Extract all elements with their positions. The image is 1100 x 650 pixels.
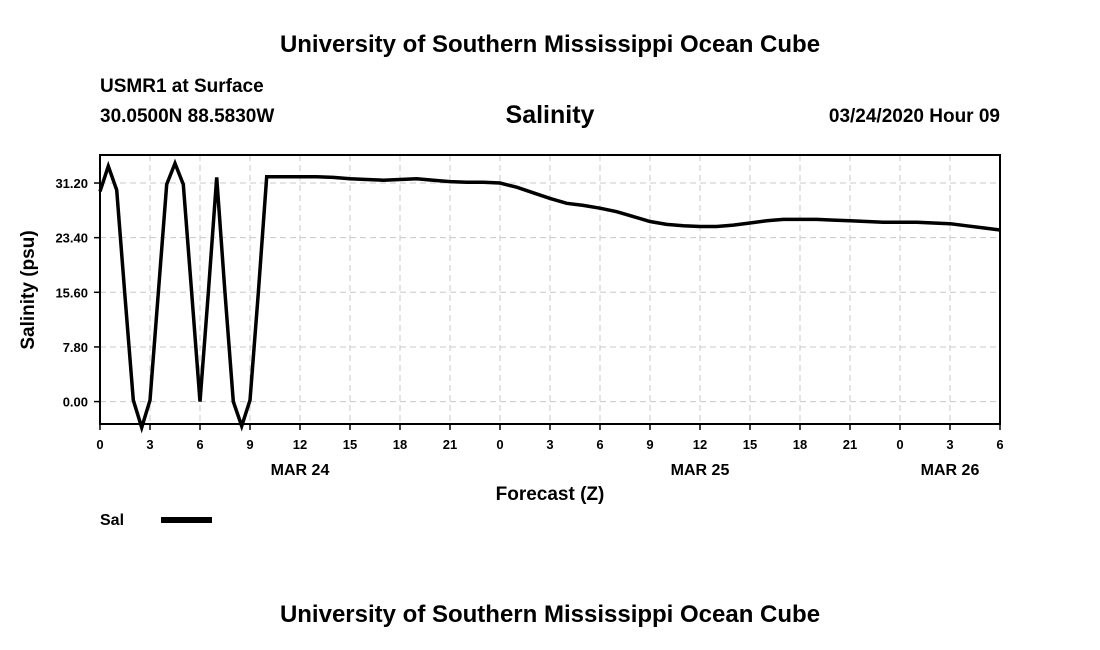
- forecast-datetime: 03/24/2020 Hour 09: [828, 106, 1000, 127]
- x-tick-label: 15: [743, 437, 757, 452]
- date-label: MAR 26: [921, 462, 980, 479]
- x-axis-label: Forecast (Z): [496, 484, 605, 505]
- station-label: USMR1 at Surface: [100, 76, 264, 97]
- x-tick-label: 6: [196, 437, 203, 452]
- x-tick-label: 0: [96, 437, 103, 452]
- x-tick-label: 21: [443, 437, 457, 452]
- x-tick-label: 18: [793, 437, 807, 452]
- x-tick-label: 9: [646, 437, 653, 452]
- chart-title-bottom: University of Southern Mississippi Ocean…: [279, 601, 821, 628]
- location-label: 30.0500N 88.5830W: [100, 106, 275, 127]
- y-tick-label: 23.40: [55, 231, 88, 246]
- ticks-layer: 0.00 7.80 15.60 23.40 31.20 0 3 6 9 12 15 18 21 0 3 6 9 1…: [55, 176, 1003, 479]
- y-tick-label: 31.20: [55, 176, 88, 191]
- x-tick-label: 21: [843, 437, 857, 452]
- series-line-salinity: [98, 158, 1001, 434]
- date-label: MAR 25: [671, 462, 730, 479]
- x-tick-label: 3: [546, 437, 553, 452]
- date-label: MAR 24: [271, 462, 330, 479]
- x-tick-label: 12: [293, 437, 307, 452]
- legend-label: Sal: [100, 512, 124, 529]
- x-tick-label: 3: [946, 437, 953, 452]
- variable-title: Salinity: [505, 101, 595, 129]
- x-tick-label: 9: [246, 437, 253, 452]
- x-tick-label: 6: [596, 437, 603, 452]
- chart-title-top: University of Southern Mississippi Ocean…: [279, 31, 821, 58]
- x-tick-label: 12: [693, 437, 707, 452]
- y-axis-label: Salinity (psu): [18, 230, 39, 349]
- series-layer: [98, 158, 1001, 434]
- y-tick-label: 0.00: [63, 395, 88, 410]
- x-tick-label: 0: [496, 437, 503, 452]
- y-tick-label: 7.80: [63, 340, 88, 355]
- y-tick-label: 15.60: [55, 285, 88, 300]
- x-tick-label: 6: [996, 437, 1003, 452]
- x-tick-label: 0: [896, 437, 903, 452]
- x-tick-label: 3: [146, 437, 153, 452]
- legend: Sal: [100, 512, 212, 529]
- x-tick-label: 18: [393, 437, 407, 452]
- x-tick-label: 15: [343, 437, 357, 452]
- grid-layer: [100, 155, 1000, 424]
